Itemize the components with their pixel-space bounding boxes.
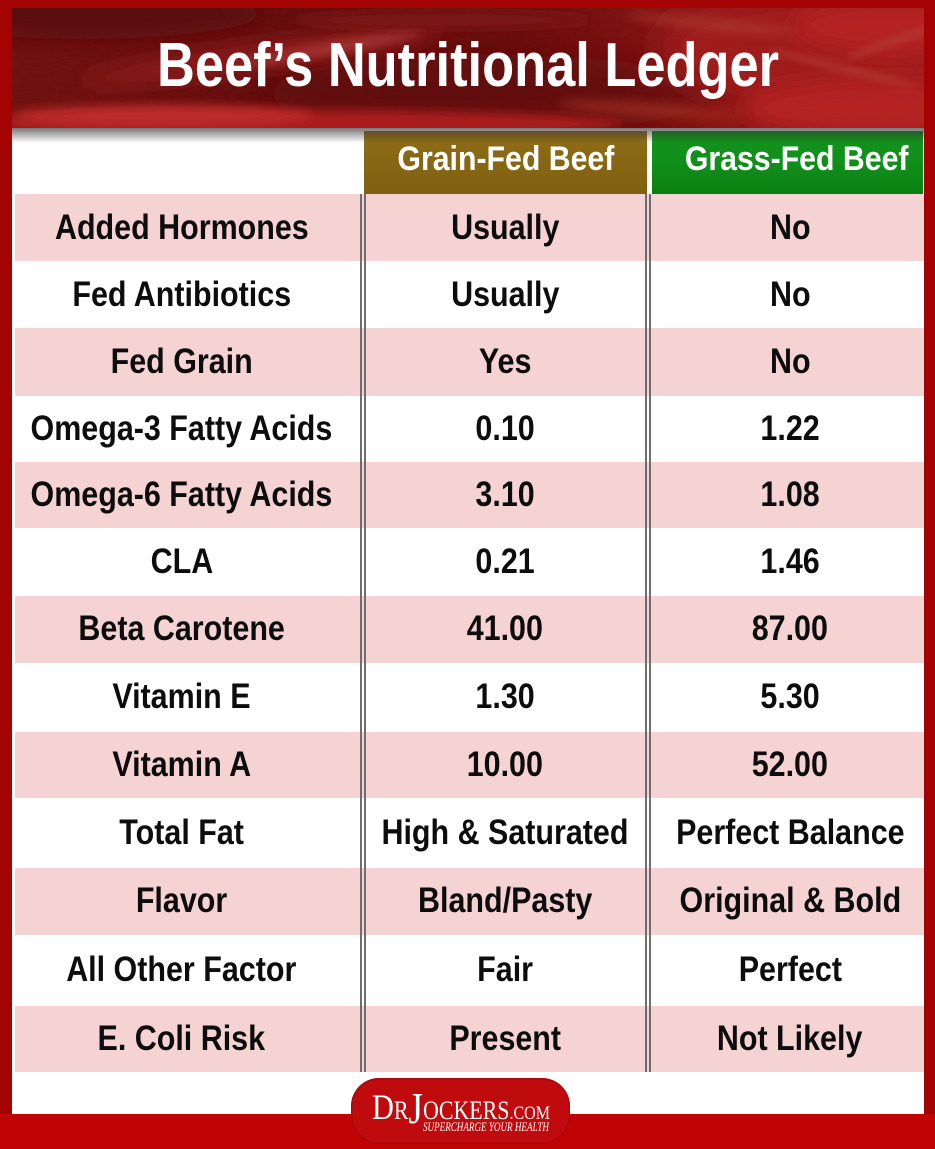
svg-text:DRJOCKERS.COM: DRJOCKERS.COM (372, 1084, 550, 1133)
svg-text:SUPERCHARGE YOUR HEALTH: SUPERCHARGE YOUR HEALTH (423, 1119, 549, 1134)
